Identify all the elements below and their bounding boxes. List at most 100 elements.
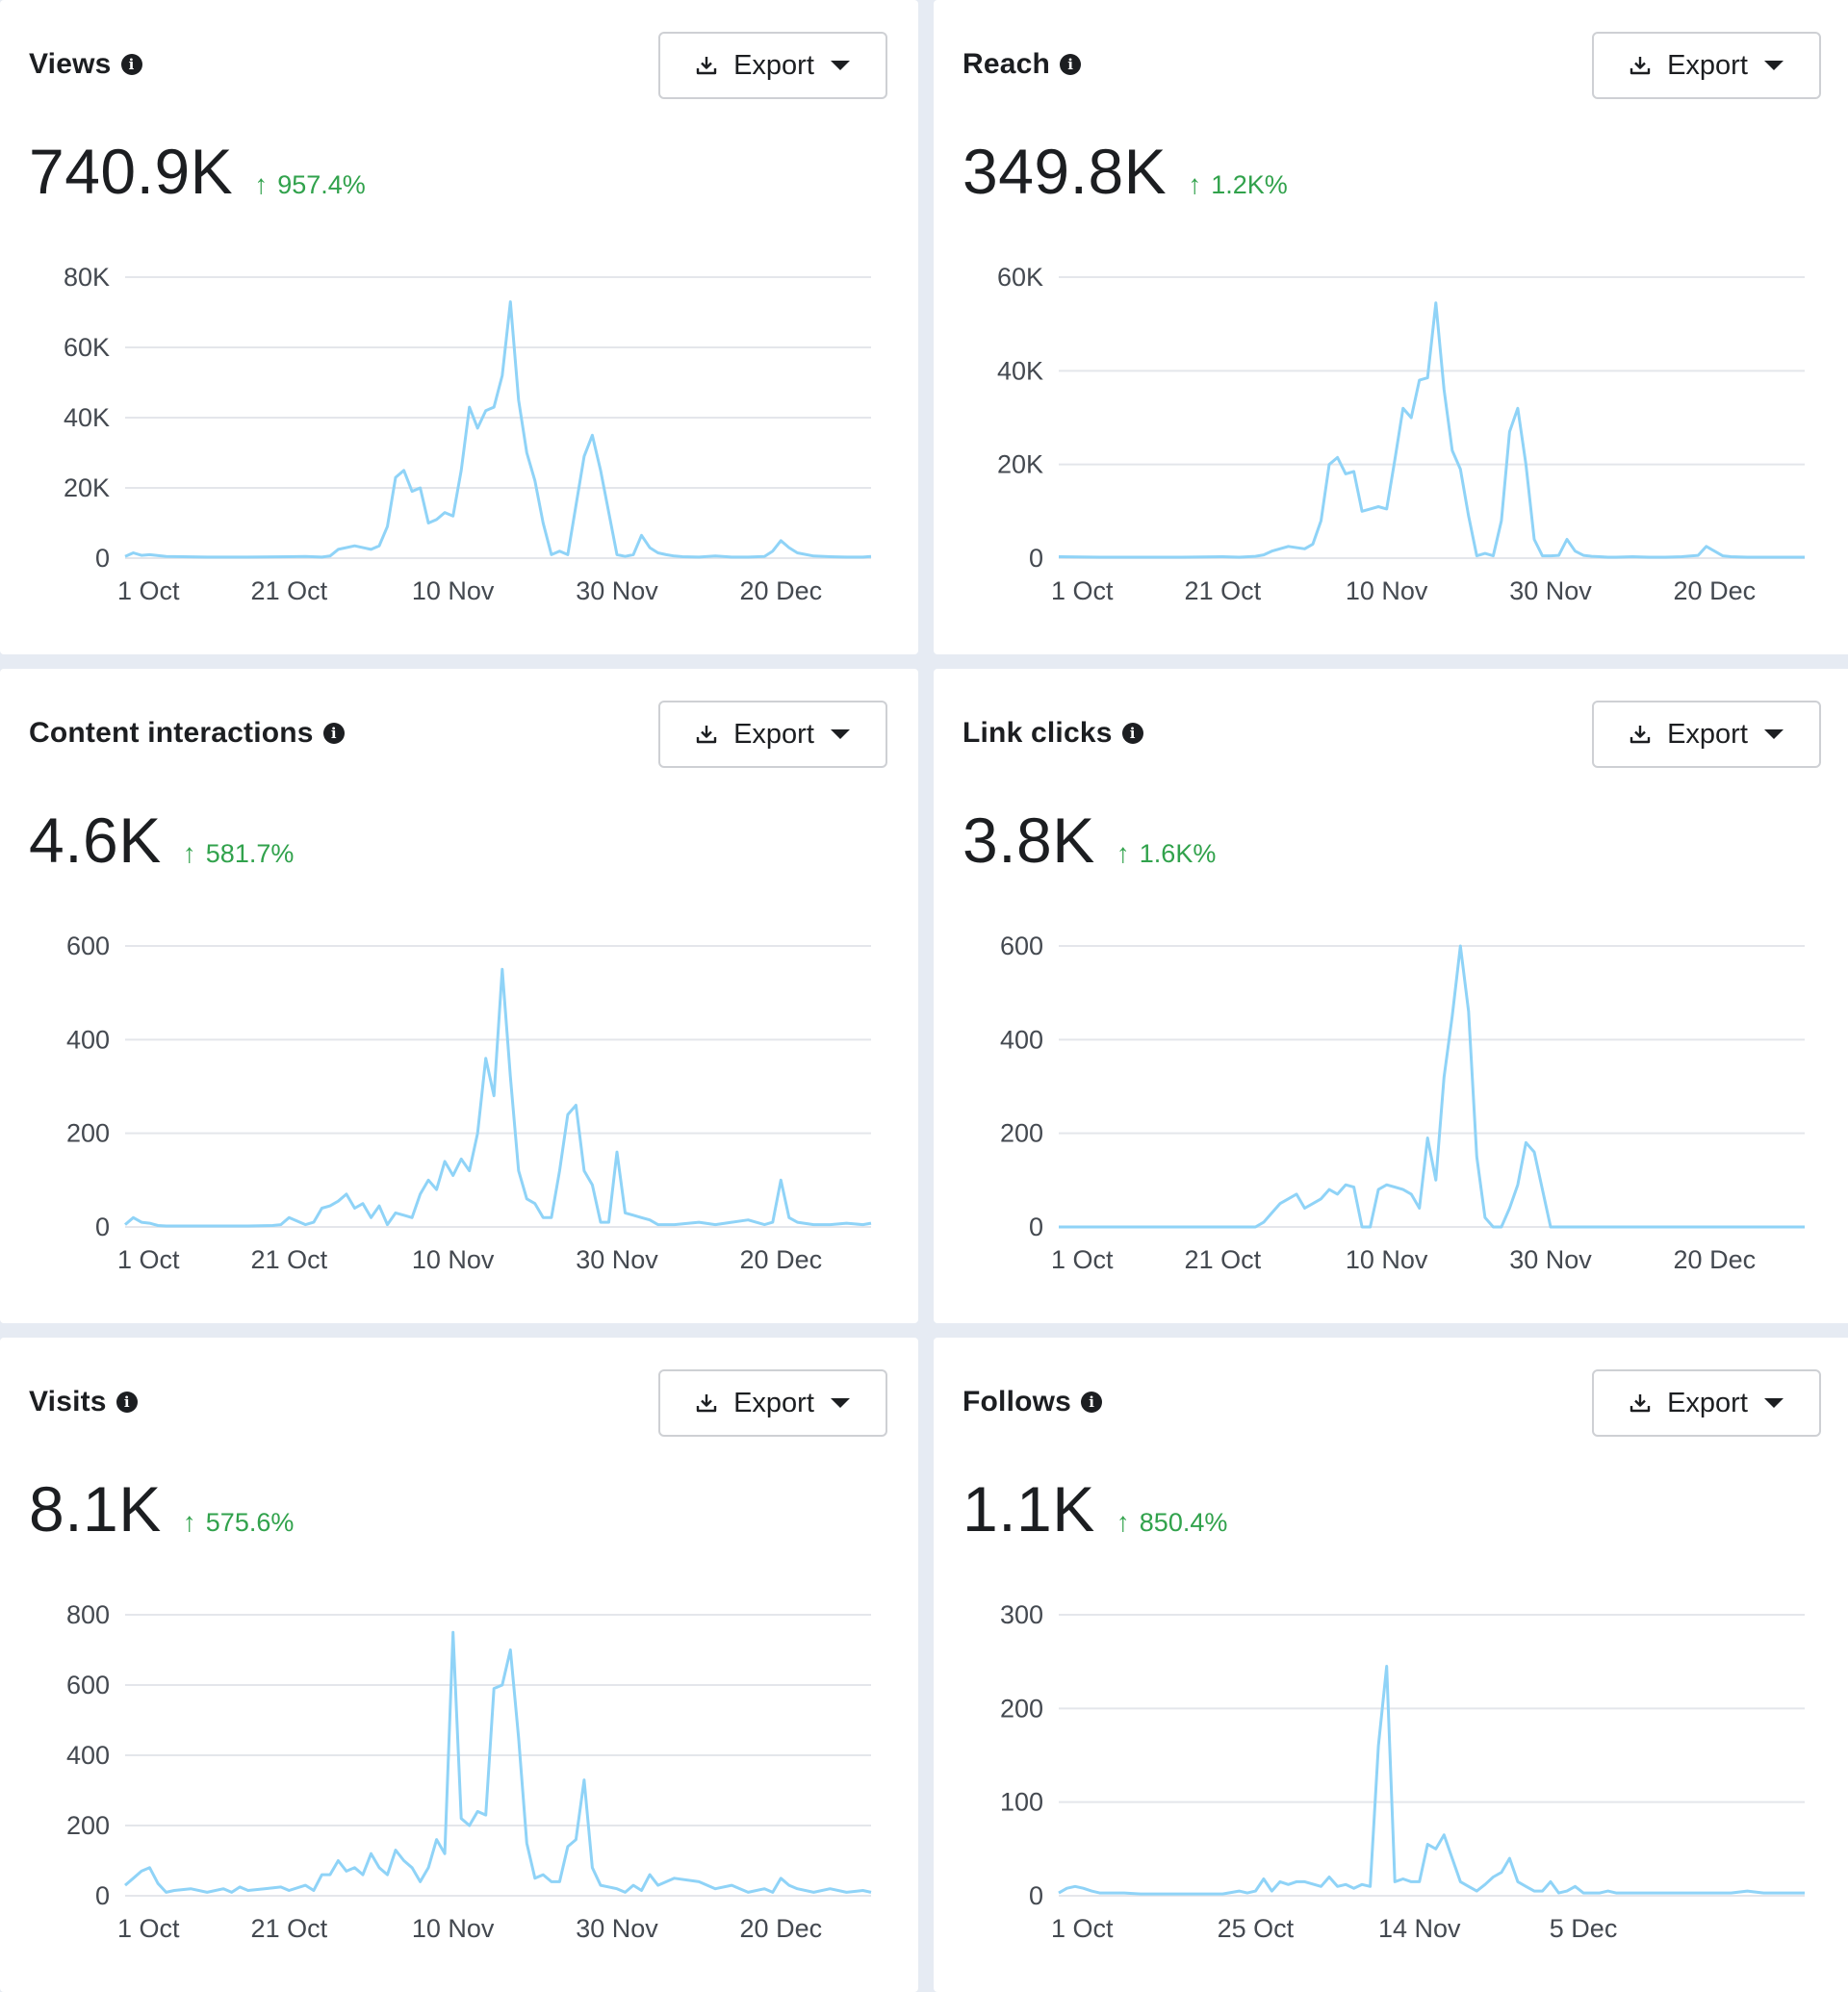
info-icon[interactable]: i (1060, 54, 1082, 75)
x-tick-label: 1 Oct (1051, 1245, 1114, 1274)
x-tick-label: 10 Nov (1346, 576, 1428, 605)
x-tick-label: 21 Oct (1185, 1245, 1262, 1274)
follows-title: Follows (962, 1386, 1072, 1417)
follows-series-line (1058, 1665, 1805, 1896)
x-tick-label: 20 Dec (740, 576, 823, 605)
x-tick-label: 20 Dec (1674, 576, 1757, 605)
views-export-button[interactable]: Export (658, 32, 887, 99)
info-icon[interactable]: i (120, 54, 142, 75)
content-interactions-value-row: 4.6K ↑ 581.7% (29, 804, 294, 877)
x-tick-label: 14 Nov (1378, 1914, 1461, 1943)
download-icon (1630, 57, 1651, 75)
content-interactions-line-chart: 0 200 400 600 1 Oct 21 Oct 10 Nov 30 Nov 20 Dec (66, 932, 872, 1274)
x-tick-label: 30 Nov (1509, 576, 1592, 605)
y-tick-label: 100 (1000, 1788, 1043, 1817)
y-tick-label: 0 (1029, 1881, 1043, 1910)
x-tick-label: 30 Nov (576, 1914, 658, 1943)
y-tick-label: 0 (95, 1881, 110, 1910)
x-tick-label: 10 Nov (412, 576, 495, 605)
caret-down-icon (830, 1398, 850, 1408)
content-interactions-header: Content interactions i (29, 717, 345, 750)
y-tick-label: 0 (1029, 544, 1043, 573)
follows-line-chart: 0 100 200 300 1 Oct 25 Oct 14 Nov 5 Dec (1000, 1600, 1805, 1943)
x-tick-label: 5 Dec (1550, 1914, 1618, 1943)
content-interactions-change-value: 581.7% (205, 838, 295, 868)
views-title: Views (29, 48, 112, 80)
arrow-up-icon: ↑ (182, 1507, 196, 1537)
y-tick-label: 0 (1029, 1213, 1043, 1241)
link-clicks-line-chart: 0 200 400 600 1 Oct 21 Oct 10 Nov 30 Nov 20 Dec (1000, 932, 1805, 1274)
y-tick-label: 400 (66, 1025, 110, 1054)
x-tick-label: 1 Oct (117, 576, 180, 605)
visits-change: ↑ 575.6% (183, 1507, 295, 1538)
link-clicks-title: Link clicks (962, 717, 1113, 749)
caret-down-icon (1763, 61, 1784, 70)
link-clicks-export-button[interactable]: Export (1592, 701, 1821, 768)
x-tick-label: 21 Oct (251, 576, 328, 605)
x-tick-label: 20 Dec (1674, 1245, 1757, 1274)
x-tick-label: 25 Oct (1218, 1914, 1295, 1943)
download-icon (1630, 1394, 1651, 1413)
views-total-value: 740.9K (29, 136, 234, 207)
content-interactions-export-button[interactable]: Export (658, 701, 887, 768)
views-change-value: 957.4% (277, 169, 366, 199)
x-tick-label: 10 Nov (412, 1914, 495, 1943)
y-tick-label: 40K (64, 403, 110, 432)
follows-change: ↑ 850.4% (1116, 1507, 1228, 1538)
info-icon[interactable]: i (322, 723, 345, 744)
visits-export-button[interactable]: Export (658, 1369, 887, 1437)
content-interactions-title: Content interactions (29, 717, 314, 749)
y-tick-label: 200 (66, 1119, 110, 1148)
x-tick-label: 10 Nov (412, 1245, 495, 1274)
download-icon (696, 57, 717, 75)
link-clicks-card: Link clicks i Export 3.8K ↑ 1.6K% 0 200 400 600 1 … (934, 669, 1848, 1323)
y-tick-label: 600 (66, 932, 110, 960)
x-tick-label: 21 Oct (1185, 576, 1262, 605)
views-value-row: 740.9K ↑ 957.4% (29, 135, 366, 208)
x-tick-label: 1 Oct (117, 1245, 180, 1274)
x-tick-label: 30 Nov (1509, 1245, 1592, 1274)
y-tick-label: 400 (66, 1741, 110, 1770)
y-tick-label: 600 (66, 1671, 110, 1699)
visits-card: Visits i Export 8.1K ↑ 575.6% 0 200 400 600 800 1 O… (0, 1338, 918, 1992)
export-label: Export (733, 49, 814, 81)
visits-value-row: 8.1K ↑ 575.6% (29, 1472, 294, 1545)
visits-total-value: 8.1K (29, 1473, 162, 1545)
info-icon[interactable]: i (1121, 723, 1143, 744)
reach-title: Reach (962, 48, 1051, 80)
y-tick-label: 600 (1000, 932, 1043, 960)
link-clicks-change-value: 1.6K% (1139, 838, 1217, 868)
x-tick-label: 10 Nov (1346, 1245, 1428, 1274)
reach-series-line (1058, 301, 1805, 559)
views-header: Views i (29, 48, 142, 81)
follows-value-row: 1.1K ↑ 850.4% (962, 1472, 1227, 1545)
visits-series-line (124, 1630, 872, 1894)
caret-down-icon (830, 61, 850, 70)
visits-title: Visits (29, 1386, 107, 1417)
y-tick-label: 20K (64, 473, 110, 502)
info-icon[interactable]: i (116, 1392, 138, 1413)
arrow-up-icon: ↑ (254, 169, 269, 199)
y-tick-label: 80K (64, 263, 110, 292)
y-tick-label: 200 (1000, 1119, 1043, 1148)
y-tick-label: 0 (95, 544, 110, 573)
visits-line-chart: 0 200 400 600 800 1 Oct 21 Oct 10 Nov 30 Nov 20 D… (66, 1600, 872, 1943)
reach-export-button[interactable]: Export (1592, 32, 1821, 99)
x-tick-label: 1 Oct (1051, 1914, 1114, 1943)
follows-export-button[interactable]: Export (1592, 1369, 1821, 1437)
export-label: Export (1667, 1387, 1748, 1418)
x-tick-label: 1 Oct (117, 1914, 180, 1943)
export-label: Export (1667, 718, 1748, 750)
views-change: ↑ 957.4% (254, 169, 366, 200)
caret-down-icon (830, 729, 850, 739)
y-tick-label: 20K (997, 450, 1043, 479)
export-label: Export (733, 1387, 814, 1418)
follows-header: Follows i (962, 1386, 1103, 1418)
link-clicks-header: Link clicks i (962, 717, 1143, 750)
link-clicks-series-line (1059, 944, 1805, 1229)
reach-value-row: 349.8K ↑ 1.2K% (962, 135, 1288, 208)
info-icon[interactable]: i (1081, 1392, 1103, 1413)
reach-change-value: 1.2K% (1211, 169, 1288, 199)
follows-change-value: 850.4% (1139, 1507, 1228, 1537)
arrow-up-icon: ↑ (1188, 169, 1202, 199)
